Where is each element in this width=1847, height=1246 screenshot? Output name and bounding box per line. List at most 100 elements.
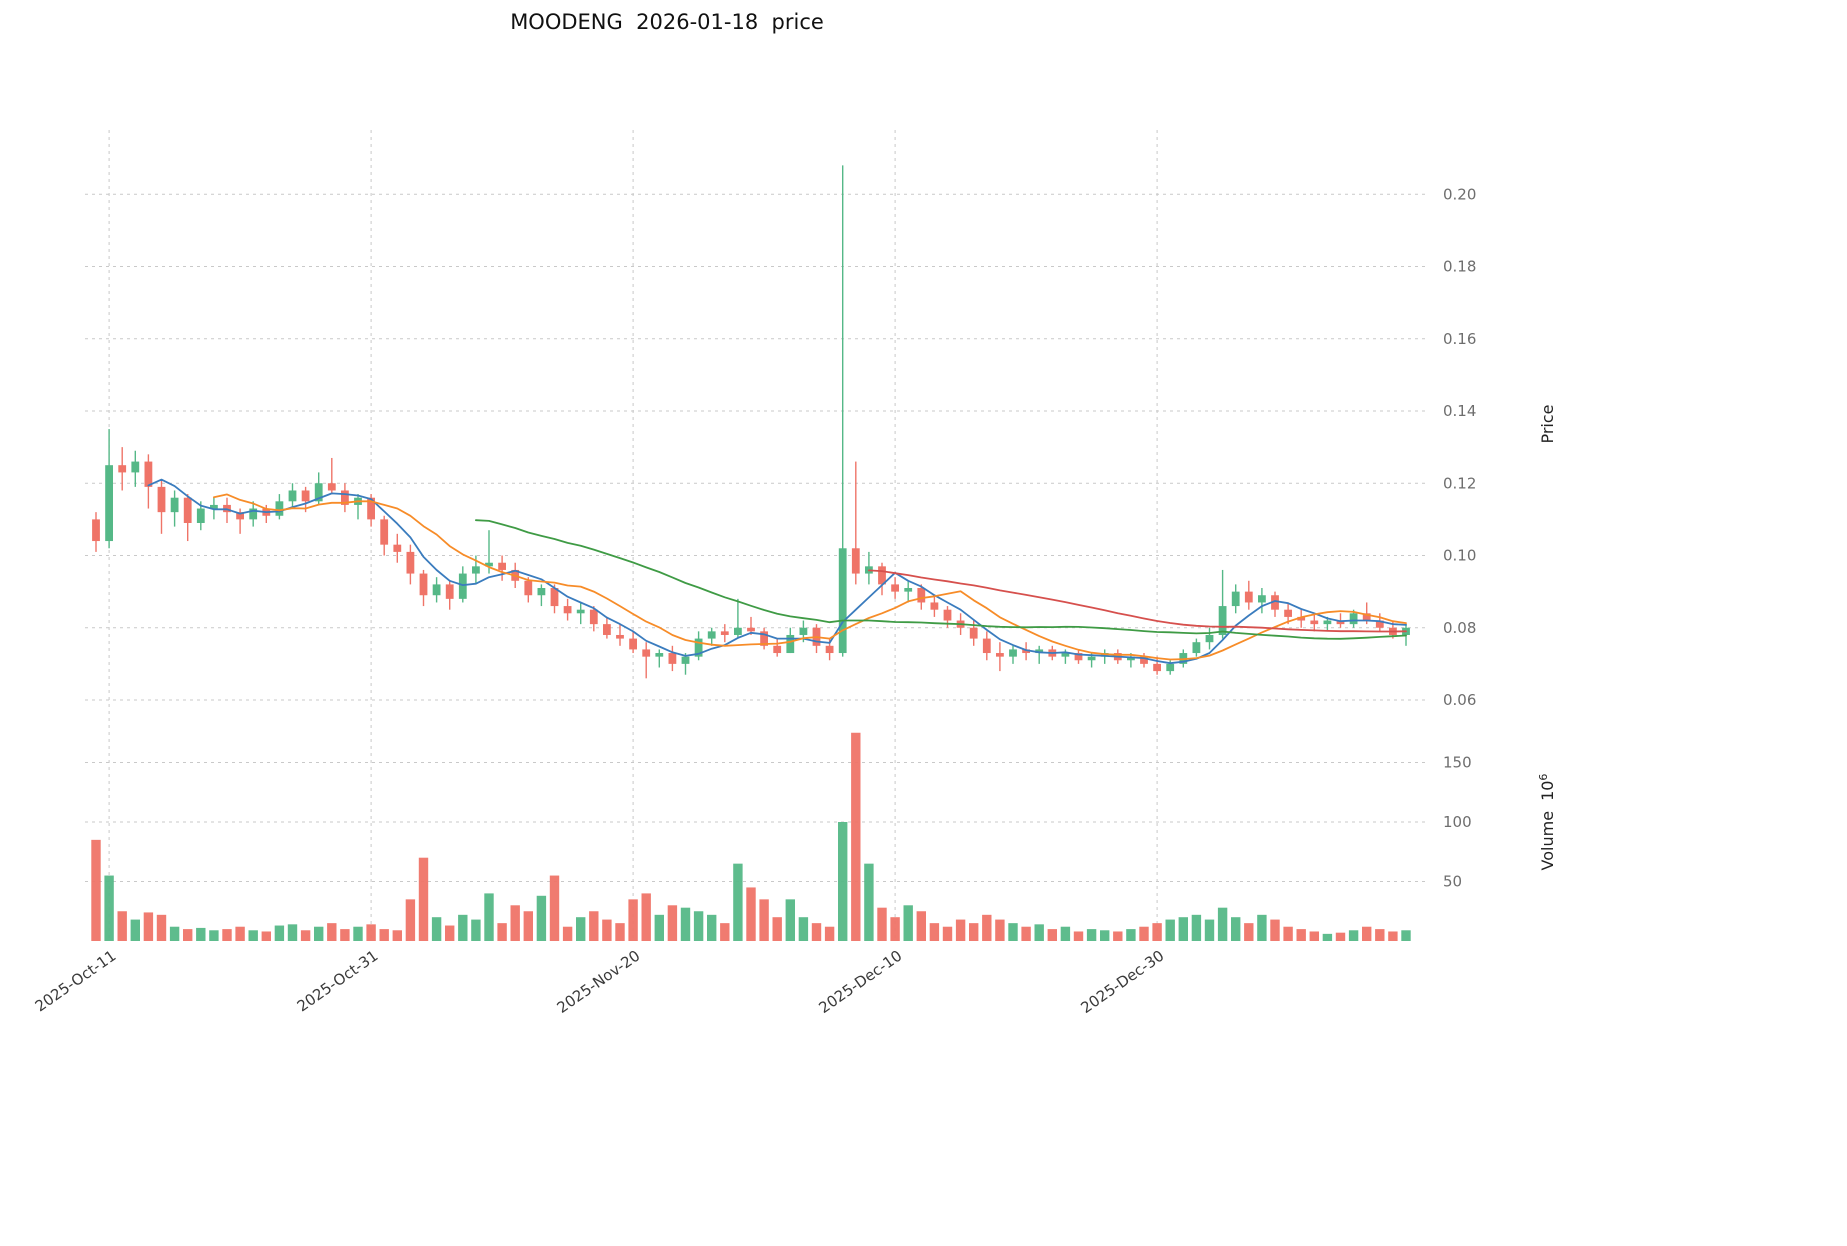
price-tick-label: 0.12 — [1443, 474, 1476, 492]
volume-bars — [91, 732, 1411, 941]
volume-bar — [1375, 929, 1385, 941]
candle-body — [1284, 609, 1292, 617]
volume-bar — [143, 912, 154, 941]
candle-body — [655, 653, 664, 657]
ma10-line — [212, 493, 1407, 661]
candle-body — [314, 483, 323, 502]
volume-bar — [523, 911, 533, 941]
volume-bar — [1034, 924, 1044, 941]
candle-body — [367, 497, 375, 520]
candle-body — [327, 483, 336, 491]
volume-bar — [536, 895, 547, 941]
volume-tick-labels: 50 100 150 — [1443, 754, 1472, 891]
candle-body — [1035, 649, 1044, 654]
volume-axis-scale-base: 10 — [1538, 781, 1557, 801]
candle-body — [589, 609, 598, 625]
volume-bar — [1047, 929, 1057, 941]
candle-body — [380, 519, 389, 545]
volume-bar — [1348, 930, 1359, 941]
volume-bar — [1152, 923, 1162, 941]
volume-bar — [759, 899, 769, 941]
volume-axis-label-word: Volume — [1538, 811, 1557, 871]
candlesticks — [92, 165, 1410, 679]
volume-bar — [169, 926, 180, 941]
volume-bar — [811, 923, 822, 941]
candle-body — [576, 609, 585, 614]
volume-bar — [405, 899, 416, 941]
candle-body — [1349, 613, 1358, 625]
volume-bar — [392, 930, 402, 941]
candle-body — [1087, 656, 1096, 661]
candle-body — [1022, 649, 1030, 654]
volume-bar — [680, 907, 691, 941]
volume-bar — [209, 930, 219, 941]
volume-bar — [903, 905, 913, 941]
volume-bar — [785, 899, 795, 941]
volume-bar — [877, 907, 887, 941]
candle-body — [1140, 656, 1148, 664]
candle-body — [249, 508, 258, 520]
candle-body — [341, 490, 349, 505]
volume-bar — [929, 923, 940, 941]
candle-body — [458, 573, 467, 599]
candle-body — [720, 631, 729, 635]
candle-body — [904, 588, 913, 592]
volume-bar — [982, 914, 992, 941]
candle-body — [301, 490, 310, 502]
candle-body — [851, 548, 860, 574]
candle-body — [707, 631, 716, 639]
date-tick-label: 2025-Dec-30 — [1078, 947, 1168, 1017]
volume-bar — [916, 911, 926, 941]
candle-body — [917, 588, 926, 603]
candle-body — [603, 624, 611, 635]
candle-body — [1310, 620, 1319, 625]
candle-body — [1061, 653, 1070, 657]
candle-body — [1336, 620, 1345, 625]
candle-body — [537, 588, 546, 596]
candle-body — [485, 562, 493, 567]
volume-bar — [418, 857, 429, 941]
volume-bar — [1257, 914, 1267, 941]
volume-bar — [654, 914, 664, 941]
candle-body — [419, 573, 428, 596]
candle-body — [236, 512, 244, 520]
volume-bar — [1231, 917, 1241, 941]
volume-bar — [995, 919, 1005, 941]
volume-bar — [1283, 926, 1293, 941]
candle-body — [668, 653, 677, 664]
candle-body — [563, 606, 572, 614]
volume-bar — [667, 905, 678, 941]
volume-bar — [340, 929, 350, 941]
candle-body — [969, 627, 978, 639]
volume-bar — [1073, 931, 1084, 941]
candle-body — [1375, 620, 1384, 628]
volume-bar — [589, 911, 599, 941]
volume-bar — [1309, 931, 1319, 941]
price-tick-label: 0.16 — [1443, 330, 1476, 348]
price-tick-label: 0.06 — [1443, 691, 1476, 709]
candle-body — [157, 486, 166, 513]
candle-body — [838, 548, 847, 654]
candle-body — [786, 634, 795, 654]
candle-body — [196, 508, 205, 523]
price-tick-label: 0.10 — [1443, 547, 1476, 565]
candle-body — [1009, 649, 1017, 657]
volume-bar — [222, 929, 232, 941]
candle-body — [131, 461, 140, 473]
volume-bar — [1204, 919, 1215, 941]
volume-bar — [1126, 929, 1136, 941]
volume-bar — [1021, 926, 1031, 941]
candle-body — [445, 584, 454, 599]
candle-body — [288, 490, 297, 502]
candle-body — [1323, 620, 1332, 625]
volume-bar — [693, 911, 704, 941]
volume-tick-label: 50 — [1443, 873, 1462, 891]
price-tick-label: 0.18 — [1443, 258, 1476, 276]
volume-bar — [287, 924, 298, 941]
candle-body — [144, 461, 153, 487]
candle-body — [275, 501, 284, 516]
moving-average-lines — [147, 478, 1407, 665]
date-tick-label: 2025-Nov-20 — [554, 947, 644, 1017]
